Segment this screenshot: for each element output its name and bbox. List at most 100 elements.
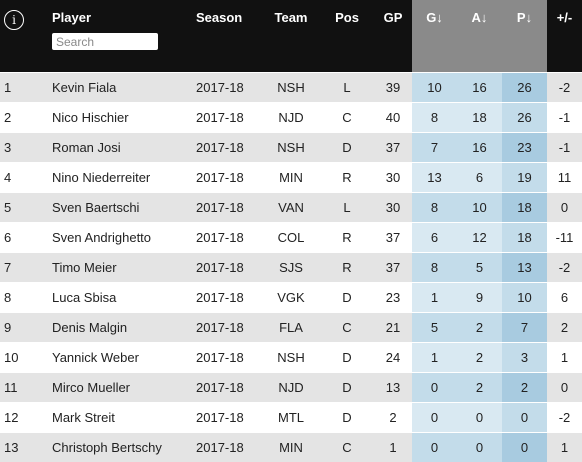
player-name-cell: Roman Josi <box>48 133 190 163</box>
games-played-cell: 1 <box>374 433 412 462</box>
assists-cell: 16 <box>457 73 502 103</box>
rank-cell: 4 <box>0 163 48 193</box>
plus-minus-cell: -2 <box>547 73 582 103</box>
rank-cell: 12 <box>0 403 48 433</box>
games-played-cell: 37 <box>374 223 412 253</box>
pos-column-header[interactable]: Pos <box>320 0 374 73</box>
season-cell: 2017-18 <box>190 403 262 433</box>
position-cell: R <box>320 253 374 283</box>
assists-cell: 6 <box>457 163 502 193</box>
assists-cell: 2 <box>457 373 502 403</box>
search-input[interactable] <box>52 33 158 50</box>
points-column-header[interactable]: P↓ <box>502 0 547 73</box>
gp-column-header[interactable]: GP <box>374 0 412 73</box>
player-name-cell: Mirco Mueller <box>48 373 190 403</box>
player-header-cell[interactable]: Player <box>48 0 190 73</box>
team-cell: FLA <box>262 313 320 343</box>
games-played-cell: 24 <box>374 343 412 373</box>
plus-minus-column-header[interactable]: +/- <box>547 0 582 73</box>
table-header-row: i Player Season Team Pos GP G↓ A↓ P↓ +/- <box>0 0 582 73</box>
team-cell: NSH <box>262 73 320 103</box>
goals-column-header[interactable]: G↓ <box>412 0 457 73</box>
points-cell: 0 <box>502 433 547 462</box>
team-cell: COL <box>262 223 320 253</box>
team-cell: NSH <box>262 133 320 163</box>
goals-cell: 10 <box>412 73 457 103</box>
season-cell: 2017-18 <box>190 223 262 253</box>
position-cell: C <box>320 433 374 462</box>
points-cell: 18 <box>502 223 547 253</box>
plus-minus-cell: 2 <box>547 313 582 343</box>
season-cell: 2017-18 <box>190 343 262 373</box>
info-icon[interactable]: i <box>4 10 24 30</box>
player-name-cell: Christoph Bertschy <box>48 433 190 462</box>
season-cell: 2017-18 <box>190 283 262 313</box>
position-cell: D <box>320 283 374 313</box>
goals-cell: 8 <box>412 103 457 133</box>
position-cell: R <box>320 223 374 253</box>
assists-cell: 2 <box>457 313 502 343</box>
goals-cell: 13 <box>412 163 457 193</box>
player-column-header[interactable]: Player <box>52 10 91 25</box>
assists-cell: 12 <box>457 223 502 253</box>
games-played-cell: 30 <box>374 163 412 193</box>
position-cell: L <box>320 193 374 223</box>
position-cell: R <box>320 163 374 193</box>
season-cell: 2017-18 <box>190 313 262 343</box>
goals-cell: 0 <box>412 433 457 462</box>
season-cell: 2017-18 <box>190 193 262 223</box>
goals-cell: 0 <box>412 373 457 403</box>
rank-cell: 10 <box>0 343 48 373</box>
team-column-header[interactable]: Team <box>262 0 320 73</box>
points-cell: 0 <box>502 403 547 433</box>
position-cell: D <box>320 133 374 163</box>
plus-minus-cell: 0 <box>547 373 582 403</box>
team-cell: MTL <box>262 403 320 433</box>
info-header-cell[interactable]: i <box>0 0 48 73</box>
season-column-header[interactable]: Season <box>190 0 262 73</box>
assists-column-header[interactable]: A↓ <box>457 0 502 73</box>
plus-minus-cell: 11 <box>547 163 582 193</box>
goals-cell: 8 <box>412 193 457 223</box>
player-name-cell: Mark Streit <box>48 403 190 433</box>
assists-cell: 9 <box>457 283 502 313</box>
points-cell: 10 <box>502 283 547 313</box>
rank-cell: 13 <box>0 433 48 462</box>
games-played-cell: 13 <box>374 373 412 403</box>
team-cell: NSH <box>262 343 320 373</box>
position-cell: D <box>320 373 374 403</box>
points-cell: 3 <box>502 343 547 373</box>
assists-cell: 5 <box>457 253 502 283</box>
player-name-cell: Luca Sbisa <box>48 283 190 313</box>
assists-cell: 16 <box>457 133 502 163</box>
points-cell: 18 <box>502 193 547 223</box>
position-cell: L <box>320 73 374 103</box>
team-cell: VAN <box>262 193 320 223</box>
points-cell: 13 <box>502 253 547 283</box>
rank-cell: 11 <box>0 373 48 403</box>
goals-cell: 0 <box>412 403 457 433</box>
points-cell: 23 <box>502 133 547 163</box>
team-cell: NJD <box>262 103 320 133</box>
assists-cell: 2 <box>457 343 502 373</box>
rank-cell: 8 <box>0 283 48 313</box>
plus-minus-cell: 1 <box>547 343 582 373</box>
plus-minus-cell: -1 <box>547 133 582 163</box>
rank-cell: 7 <box>0 253 48 283</box>
plus-minus-cell: -2 <box>547 253 582 283</box>
rank-cell: 1 <box>0 73 48 103</box>
